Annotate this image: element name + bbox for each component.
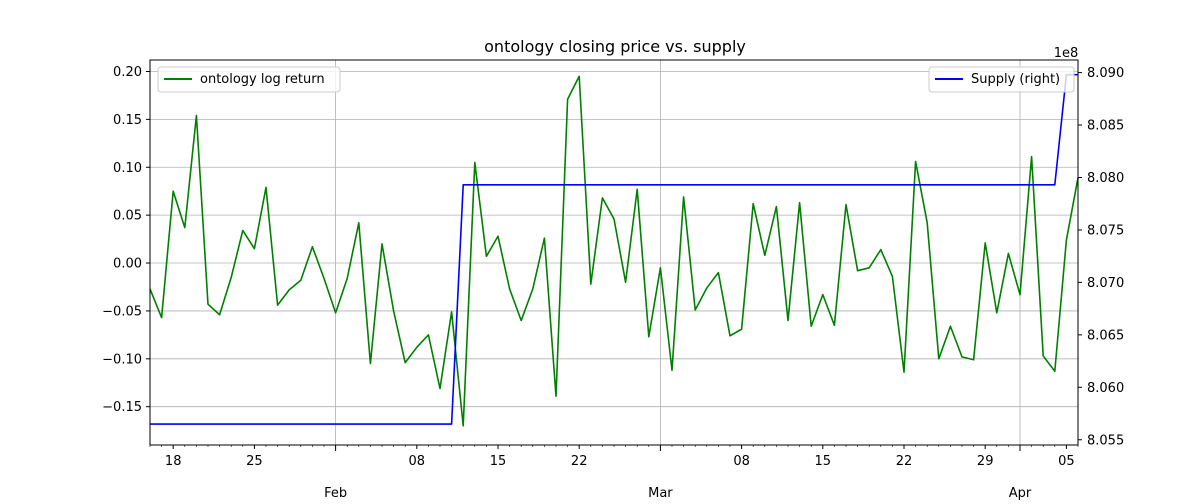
x-minor-tick-label: 08 xyxy=(409,454,426,469)
x-minor-tick-label: 05 xyxy=(1058,454,1075,469)
right-y-tick-label: 8.065 xyxy=(1087,328,1124,343)
left-y-tick-label: 0.15 xyxy=(113,113,142,128)
left-y-tick-label: 0.00 xyxy=(113,257,142,272)
grid xyxy=(150,60,1078,445)
x-minor-tick-label: 25 xyxy=(246,454,263,469)
legend-right-label: Supply (right) xyxy=(971,72,1060,87)
right-axis-scale-label: 1e8 xyxy=(1054,46,1079,61)
right-y-tick-label: 8.090 xyxy=(1087,66,1124,81)
x-major-tick-label: Mar xyxy=(648,486,673,500)
legend-left-box xyxy=(157,66,341,93)
x-minor-tick-label: 08 xyxy=(733,454,750,469)
chart-title: ontology closing price vs. supply xyxy=(484,37,746,56)
left-y-tick-label: −0.10 xyxy=(102,352,142,367)
left-y-tick-label: −0.15 xyxy=(102,400,142,415)
x-minor-tick-label: 15 xyxy=(815,454,832,469)
x-minor-tick-label: 22 xyxy=(896,454,913,469)
left-y-tick-label: 0.20 xyxy=(113,65,142,80)
log-return-series-line xyxy=(149,75,1079,427)
x-minor-tick-label: 18 xyxy=(165,454,182,469)
legend-right-box xyxy=(928,66,1075,93)
x-major-tick-label: Apr xyxy=(1009,486,1032,500)
axes: 0.20 0.15 0.10 0.05 0.00 −0.05 −0.10 −0.15 8.090… xyxy=(102,59,1124,501)
right-y-tick-label: 8.060 xyxy=(1087,381,1124,396)
left-y-tick-label: 0.05 xyxy=(113,209,142,224)
left-y-tick-label: −0.05 xyxy=(102,304,142,319)
legend-right: Supply (right) xyxy=(928,66,1075,93)
right-y-tick-label: 8.080 xyxy=(1087,171,1124,186)
x-major-tick-label: Feb xyxy=(324,486,347,500)
legend-left-label: ontology log return xyxy=(200,72,325,87)
x-minor-tick-label: 29 xyxy=(977,454,994,469)
right-y-tick-label: 8.055 xyxy=(1087,433,1124,448)
legend-left: ontology log return xyxy=(157,66,341,93)
x-minor-tick-label: 15 xyxy=(490,454,507,469)
right-y-tick-label: 8.070 xyxy=(1087,276,1124,291)
right-y-tick-label: 8.085 xyxy=(1087,119,1124,134)
right-y-tick-label: 8.075 xyxy=(1087,223,1124,238)
x-minor-tick-label: 22 xyxy=(571,454,588,469)
left-y-tick-label: 0.10 xyxy=(113,161,142,176)
